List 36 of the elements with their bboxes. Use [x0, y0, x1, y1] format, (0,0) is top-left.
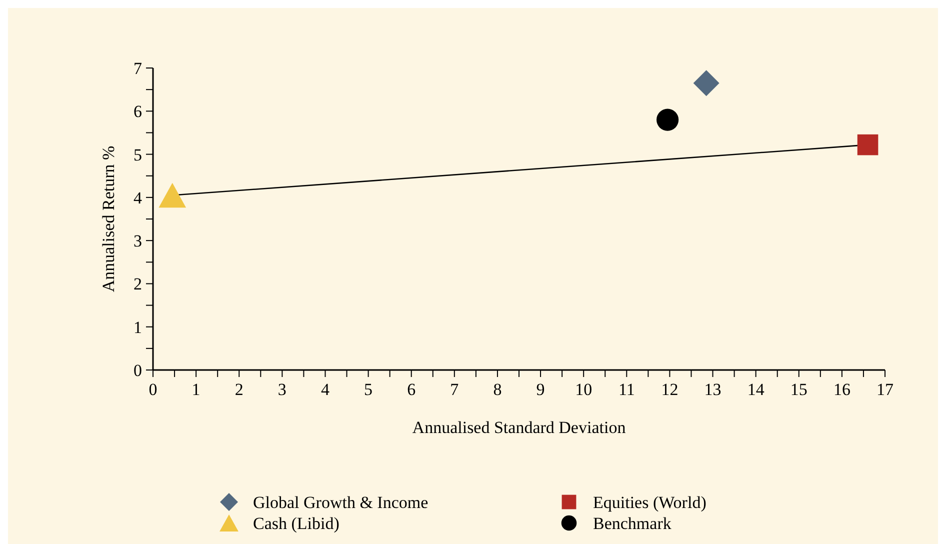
y-tick-label: 4 [134, 188, 142, 208]
x-axis-title: Annualised Standard Deviation [412, 418, 626, 437]
x-tick-label: 3 [278, 380, 286, 399]
legend-label: Cash (Libid) [253, 514, 340, 533]
legend-label: Benchmark [593, 514, 672, 533]
x-tick-label: 1 [192, 380, 200, 399]
x-tick-label: 17 [876, 380, 894, 399]
x-tick-label: 11 [618, 380, 635, 399]
y-tick-label: 2 [134, 274, 142, 294]
y-tick-label: 6 [134, 102, 142, 122]
y-tick-label: 1 [134, 318, 142, 337]
x-tick-label: 15 [790, 380, 808, 399]
x-tick-label: 10 [575, 380, 592, 399]
x-tick-label: 14 [747, 380, 765, 399]
y-tick-label: 7 [134, 59, 142, 78]
x-tick-label: 4 [320, 380, 330, 399]
x-tick-label: 12 [661, 380, 678, 399]
x-tick-label: 13 [704, 380, 722, 399]
point [158, 182, 186, 208]
x-tick-label: 2 [234, 380, 244, 399]
legend-label: Global Growth & Income [253, 493, 428, 512]
y-tick-label: 5 [134, 145, 142, 164]
x-tick-label: 0 [148, 380, 158, 399]
y-tick-label: 0 [134, 361, 142, 380]
x-tick-label: 9 [536, 380, 545, 399]
x-tick-label: 6 [407, 380, 416, 399]
y-axis-title: Annualised Return % [99, 146, 118, 292]
x-tick-label: 8 [493, 380, 502, 399]
legend-label: Equities (World) [593, 493, 706, 512]
x-tick-label: 5 [364, 380, 373, 399]
x-tick-label: 7 [450, 380, 460, 399]
point [857, 134, 878, 156]
y-tick-label: 3 [134, 232, 142, 251]
point [693, 70, 720, 96]
x-tick-label: 16 [833, 380, 850, 399]
point [656, 108, 679, 131]
